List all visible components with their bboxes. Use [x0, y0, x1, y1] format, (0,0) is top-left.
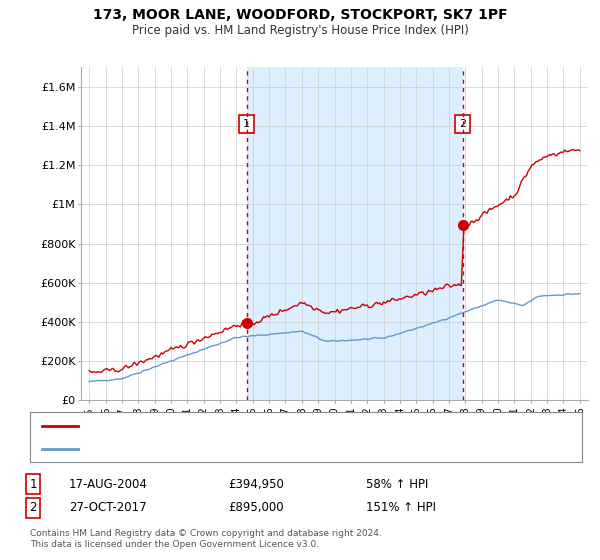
- Text: 173, MOOR LANE, WOODFORD, STOCKPORT, SK7 1PF: 173, MOOR LANE, WOODFORD, STOCKPORT, SK7…: [92, 8, 508, 22]
- Text: £394,950: £394,950: [228, 478, 284, 491]
- Text: HPI: Average price, detached house, Stockport: HPI: Average price, detached house, Stoc…: [87, 445, 331, 454]
- Text: 151% ↑ HPI: 151% ↑ HPI: [366, 501, 436, 515]
- Text: 2: 2: [459, 119, 466, 129]
- Text: 173, MOOR LANE, WOODFORD, STOCKPORT, SK7 1PF (detached house): 173, MOOR LANE, WOODFORD, STOCKPORT, SK7…: [87, 421, 460, 431]
- Text: 58% ↑ HPI: 58% ↑ HPI: [366, 478, 428, 491]
- Text: 17-AUG-2004: 17-AUG-2004: [69, 478, 148, 491]
- Bar: [247, 67, 463, 400]
- Text: £895,000: £895,000: [228, 501, 284, 515]
- Text: 2: 2: [29, 501, 37, 515]
- Text: Price paid vs. HM Land Registry's House Price Index (HPI): Price paid vs. HM Land Registry's House …: [131, 24, 469, 36]
- Text: 1: 1: [29, 478, 37, 491]
- Text: 1: 1: [243, 119, 250, 129]
- Text: 27-OCT-2017: 27-OCT-2017: [69, 501, 146, 515]
- Text: Contains HM Land Registry data © Crown copyright and database right 2024.
This d: Contains HM Land Registry data © Crown c…: [30, 529, 382, 549]
